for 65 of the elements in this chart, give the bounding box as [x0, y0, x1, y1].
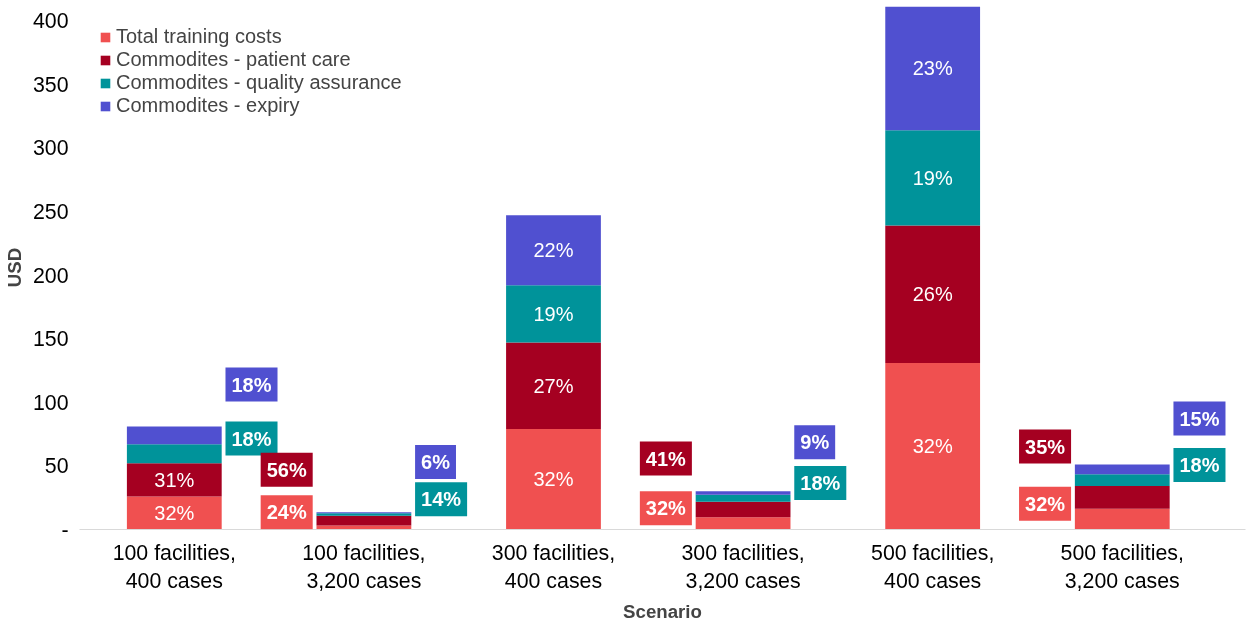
bar — [506, 285, 601, 343]
x-tick-label: 100 facilities, 400 cases — [112, 540, 236, 594]
annotation: 32% — [912, 435, 953, 458]
y-tick-label: 250 — [32, 200, 69, 225]
annotation: 35% — [1025, 435, 1066, 458]
y-tick-label: 350 — [32, 72, 69, 97]
legend-label: Commodites - expiry — [116, 94, 300, 117]
annotation: 23% — [912, 57, 953, 80]
bar — [126, 463, 222, 497]
bar — [695, 517, 791, 530]
bar — [506, 215, 601, 286]
annotation: 32% — [1025, 492, 1066, 515]
annotation: 24% — [266, 501, 307, 524]
bar — [316, 515, 412, 526]
bar — [695, 491, 791, 495]
bar — [885, 130, 981, 226]
annotation: 18% — [231, 427, 272, 450]
bar — [126, 496, 222, 530]
bar — [1074, 474, 1170, 486]
annotation: 26% — [912, 283, 953, 306]
y-tick-label: - — [61, 518, 69, 542]
legend-label: Commodites - patient care — [116, 48, 351, 71]
bar — [506, 342, 601, 430]
bar — [695, 494, 791, 502]
legend-label: Total training costs — [116, 25, 282, 48]
y-axis-title: USD — [3, 247, 25, 288]
bar — [885, 362, 981, 530]
x-tick-label: 500 facilities, 400 cases — [871, 540, 995, 594]
annotation: 41% — [645, 447, 687, 470]
bar — [316, 525, 412, 530]
bar — [1074, 464, 1170, 475]
annotation: 15% — [1179, 407, 1220, 430]
y-tick-label: 200 — [32, 263, 69, 288]
bar — [885, 6, 981, 131]
annotation: 32% — [645, 497, 687, 520]
annotation: 19% — [533, 302, 574, 325]
annotation: 27% — [533, 374, 574, 397]
annotation: 56% — [266, 458, 307, 481]
annotation: 14% — [421, 488, 462, 511]
bar — [885, 225, 981, 363]
x-axis-title: Scenario — [623, 601, 702, 623]
annotation: 18% — [1179, 453, 1220, 476]
y-tick-label: 300 — [32, 136, 69, 161]
annotation: 31% — [154, 468, 195, 491]
bar — [695, 501, 791, 518]
annotation: 19% — [912, 166, 953, 189]
y-tick-label: 150 — [32, 327, 69, 352]
y-tick-label: 400 — [32, 9, 69, 34]
annotation: 22% — [533, 239, 574, 262]
annotation: 32% — [533, 468, 574, 491]
bar — [506, 429, 601, 530]
annotation: 32% — [154, 501, 195, 524]
x-tick-label: 500 facilities, 3,200 cases — [1060, 540, 1184, 594]
bar — [126, 444, 222, 464]
y-tick-label: 50 — [44, 454, 69, 479]
x-tick-label: 100 facilities, 3,200 cases — [302, 540, 426, 594]
annotation: 6% — [421, 450, 451, 473]
x-tick-label: 300 facilities, 400 cases — [491, 540, 616, 594]
legend-label: Commodites - quality assurance — [116, 71, 402, 94]
x-tick-label: 300 facilities, 3,200 cases — [681, 540, 805, 594]
bar — [126, 426, 222, 445]
annotation: 18% — [800, 471, 841, 494]
y-tick-label: 100 — [32, 390, 69, 415]
annotation: 18% — [231, 373, 272, 396]
annotation: 9% — [800, 431, 830, 454]
